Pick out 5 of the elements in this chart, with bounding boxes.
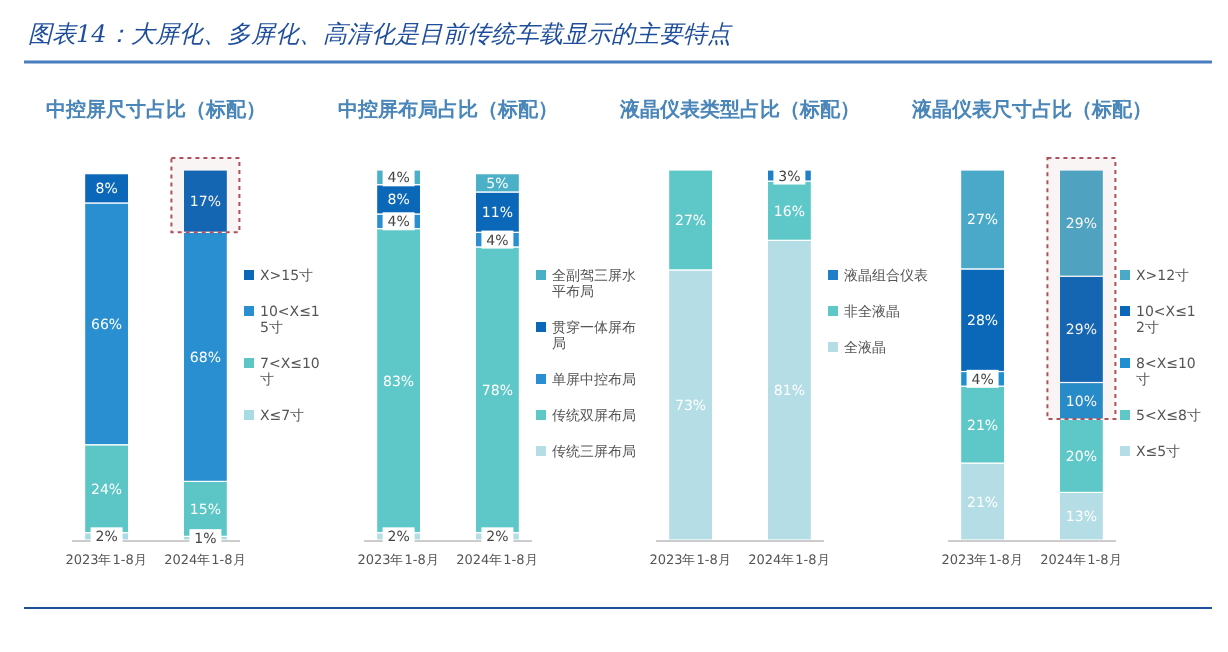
chart-title: 液晶仪表尺寸占比（标配）	[910, 98, 1152, 122]
chart-title: 液晶仪表类型占比（标配）	[618, 98, 860, 122]
chart-title: 中控屏布局占比（标配）	[338, 98, 558, 122]
text: 图表14：大屏化、多屏化、高清化是目前传统车载显示的主要特点	[28, 20, 733, 48]
chart-title: 中控屏尺寸占比（标配）	[46, 98, 266, 122]
